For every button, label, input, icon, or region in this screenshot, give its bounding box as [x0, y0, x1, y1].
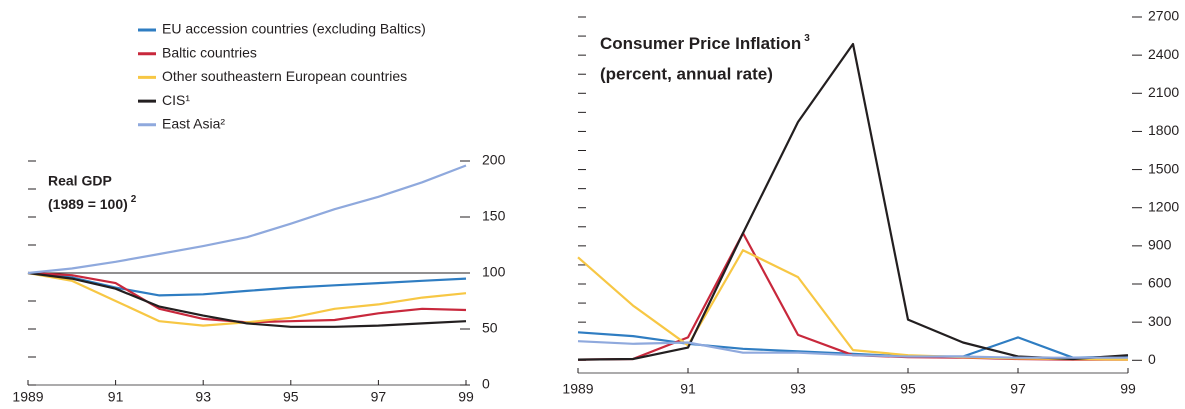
series-line — [577, 42, 1129, 361]
y-tick-label: 2400 — [1148, 46, 1179, 62]
legend-label: Other southeastern European countries — [162, 68, 407, 84]
x-tick-label: 91 — [108, 389, 124, 405]
y-tick-label: 200 — [482, 152, 506, 168]
y-tick-label: 100 — [482, 264, 506, 280]
y-tick-label: 1200 — [1148, 198, 1179, 214]
y-tick-label: 1800 — [1148, 122, 1179, 138]
y-tick-label: 900 — [1148, 237, 1172, 253]
legend-label: East Asia² — [162, 116, 225, 132]
series-line — [27, 271, 467, 324]
series-line — [577, 331, 1129, 359]
y-tick-label: 0 — [1148, 351, 1156, 367]
title-text: Consumer Price Inflation — [600, 34, 801, 53]
x-tick-label: 99 — [458, 389, 474, 405]
y-tick-label: 2700 — [1148, 8, 1179, 24]
x-tick-label: 97 — [371, 389, 387, 405]
y-tick-label: 600 — [1148, 275, 1172, 291]
chart-title: Consumer Price Inflation 3 — [600, 33, 810, 54]
x-tick-label: 97 — [1010, 381, 1026, 397]
x-tick-label: 91 — [680, 381, 696, 397]
y-tick-label: 150 — [482, 208, 506, 224]
y-tick-label: 50 — [482, 320, 498, 336]
x-tick-label: 95 — [283, 389, 299, 405]
chart-subtitle: (1989 = 100) 2 — [48, 194, 137, 212]
legend-label: EU accession countries (excluding Baltic… — [162, 21, 426, 37]
y-tick-label: 2100 — [1148, 84, 1179, 100]
x-tick-label: 93 — [790, 381, 806, 397]
y-tick-label: 300 — [1148, 313, 1172, 329]
y-tick-label: 1500 — [1148, 160, 1179, 176]
subtitle-text: (1989 = 100) — [48, 196, 128, 212]
x-tick-label: 1989 — [12, 389, 43, 405]
x-tick-label: 93 — [195, 389, 211, 405]
chart-title: Real GDP — [48, 173, 112, 189]
series-line — [27, 271, 467, 328]
series-line — [577, 340, 1128, 359]
chart-subtitle: (percent, annual rate) — [600, 64, 773, 83]
x-tick-label: 1989 — [562, 381, 593, 397]
series-line — [27, 164, 467, 275]
y-tick-label: 0 — [482, 376, 490, 392]
x-tick-label: 99 — [1120, 381, 1136, 397]
footnote-mark: 3 — [804, 33, 810, 44]
legend-label: Baltic countries — [162, 44, 257, 60]
footnote-mark: 2 — [131, 194, 137, 205]
x-tick-label: 95 — [900, 381, 916, 397]
legend-label: CIS¹ — [162, 92, 190, 108]
